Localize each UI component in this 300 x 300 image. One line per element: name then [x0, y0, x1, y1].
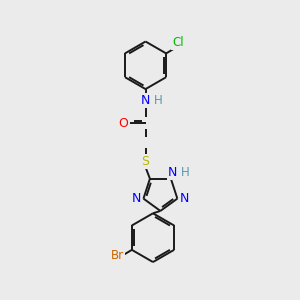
- Text: N: N: [180, 192, 190, 205]
- Text: H: H: [154, 94, 162, 107]
- Text: Br: Br: [110, 249, 124, 262]
- Text: O: O: [118, 117, 128, 130]
- Text: Cl: Cl: [172, 37, 184, 50]
- Text: N: N: [168, 166, 177, 178]
- Text: H: H: [181, 166, 189, 178]
- Text: S: S: [142, 155, 149, 168]
- Text: N: N: [131, 192, 141, 205]
- Text: N: N: [141, 94, 150, 107]
